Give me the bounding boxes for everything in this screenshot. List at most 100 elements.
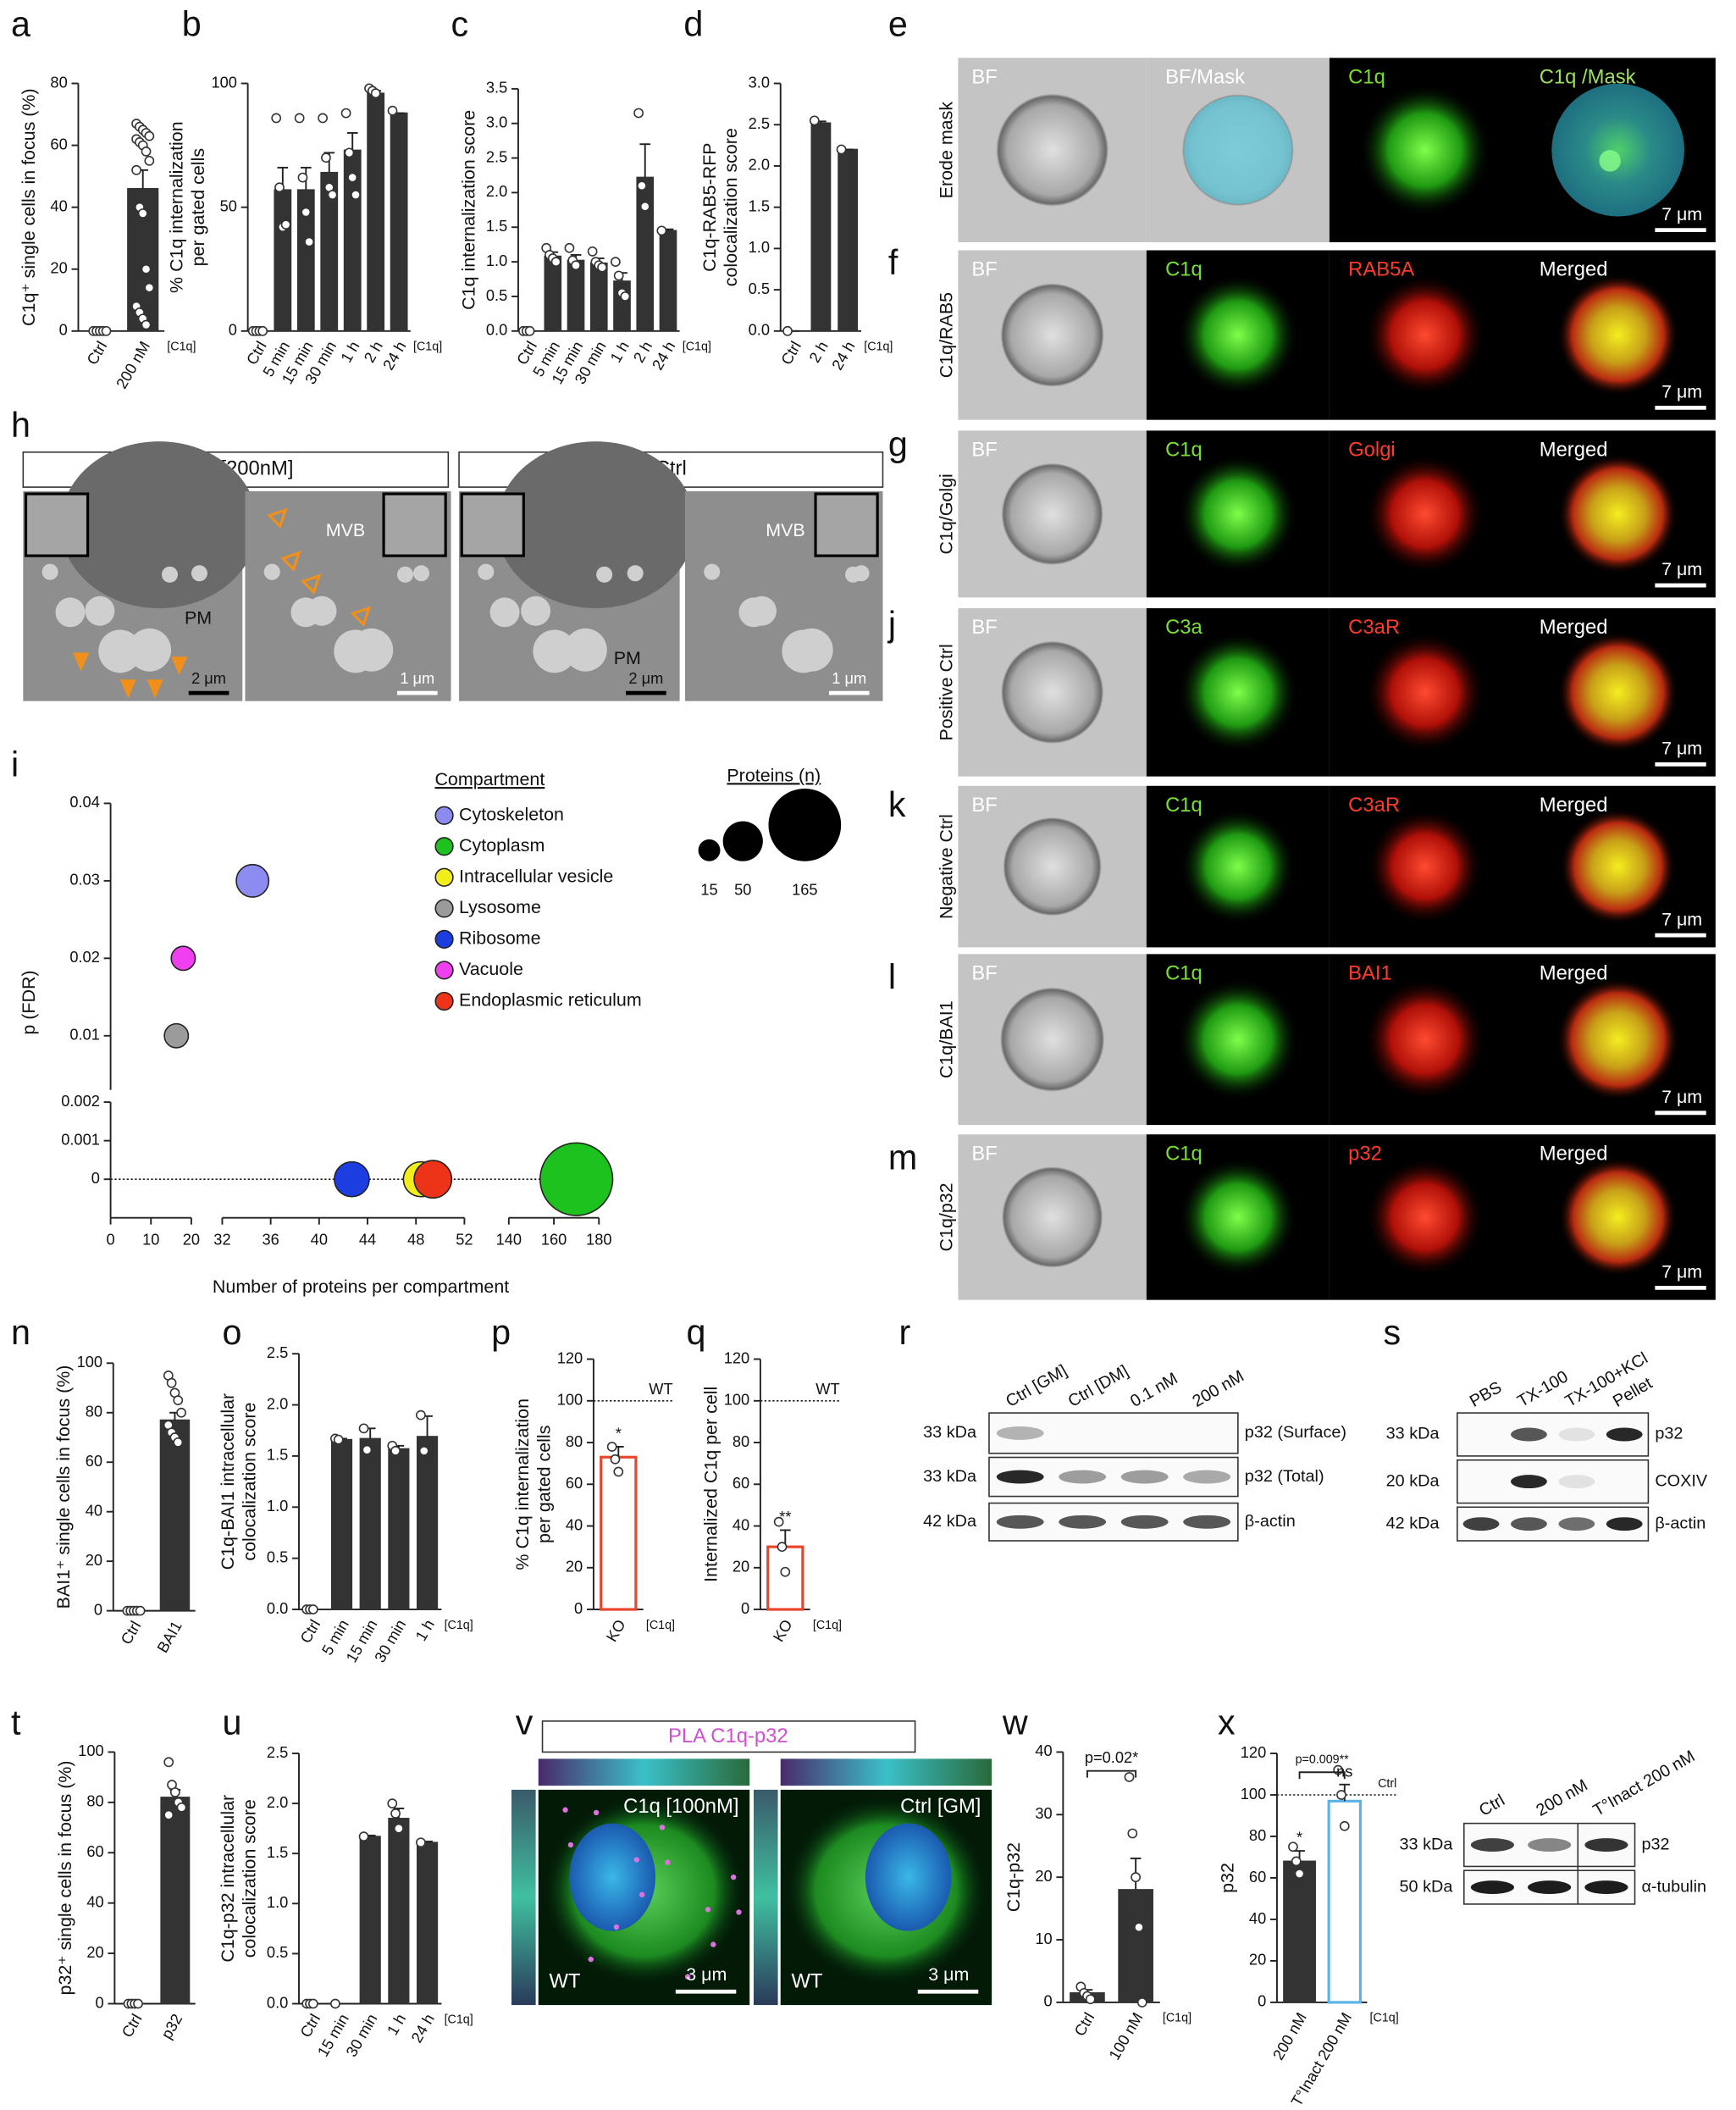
x-tick-label: 20	[183, 1231, 200, 1249]
cell	[996, 93, 1109, 207]
mask	[1184, 96, 1292, 204]
data-point	[564, 242, 575, 253]
data-point	[271, 113, 282, 124]
y-tick-label: 80	[1249, 1826, 1266, 1844]
cell	[1358, 83, 1492, 217]
data-point	[782, 325, 793, 336]
row-label: C1q/RAB5	[936, 292, 956, 378]
x-tick-label: Ctrl	[296, 2011, 323, 2041]
orthogonal-view	[511, 1789, 536, 2006]
vesicle	[478, 563, 495, 580]
y-tick-label: 40	[1035, 1742, 1052, 1759]
kda-label: 20 kDa	[1386, 1471, 1440, 1490]
row-label: C1q/Golgi	[936, 474, 956, 554]
x-tick-label: 1 h	[412, 1616, 438, 1643]
cell	[1001, 1166, 1103, 1268]
y-tick-label: 0.03	[69, 871, 100, 889]
data-point	[390, 1446, 401, 1456]
x-tick-label: 200 nM	[1269, 2009, 1310, 2063]
panel-letter: i	[11, 745, 19, 784]
em-label: PM	[185, 607, 212, 628]
arrowhead-open	[279, 551, 301, 572]
bracket	[1086, 1769, 1137, 1778]
data-point	[173, 1437, 184, 1448]
bubble	[170, 945, 196, 972]
x-tick-label: KO	[602, 1616, 628, 1644]
legend-swatch	[434, 837, 454, 856]
channel-label: Merged	[1540, 794, 1608, 817]
cell	[1365, 1157, 1485, 1277]
channel-label: C1q	[1165, 438, 1202, 461]
x-tick-label: Ctrl	[1070, 2009, 1097, 2039]
data-point	[176, 1802, 187, 1813]
data-point	[330, 1998, 340, 2009]
vesicle	[55, 597, 86, 628]
nucleus	[496, 441, 695, 609]
data-point	[351, 190, 361, 200]
panel-letter: w	[1002, 1703, 1028, 1742]
bar	[416, 1436, 439, 1610]
y-axis-label: colocalization score	[239, 1799, 259, 1958]
x-tick-label: 200 nM	[113, 338, 154, 391]
y-tick-label: 60	[86, 1452, 102, 1470]
cell	[1556, 977, 1680, 1101]
legend-title: Compartment	[434, 769, 545, 789]
size-legend-label: 165	[792, 881, 817, 899]
data-point	[611, 257, 621, 267]
y-axis-label: C1q-p32 intracellular	[218, 1795, 238, 1963]
channel-label: C1q	[1165, 794, 1202, 817]
x-tick-label: 32	[213, 1231, 230, 1249]
panel-letter: p	[491, 1313, 511, 1352]
y-tick-label: 20	[86, 1551, 102, 1569]
y-tick-label: 1.5	[486, 217, 507, 235]
y-tick-label: 2.5	[749, 114, 770, 132]
vesicle	[844, 566, 862, 583]
y-axis-label: p (FDR)	[19, 970, 39, 1034]
y-tick-label: 0	[59, 321, 68, 339]
y-tick-label: 3.0	[749, 73, 770, 91]
annotation: **	[779, 1508, 791, 1526]
legend-swatch	[434, 806, 454, 825]
data-point	[144, 155, 155, 166]
lane-label: 0.1 nM	[1127, 1369, 1181, 1410]
panel-letter: c	[451, 5, 469, 44]
y-tick-label: 0	[95, 1993, 103, 2011]
y-axis-label: BAI1⁺ single cells in focus (%)	[53, 1365, 74, 1609]
bar	[810, 122, 832, 332]
bar	[359, 1437, 381, 1610]
lane-label: Ctrl [GM]	[1003, 1361, 1070, 1411]
scale-bar-label: 3 μm	[928, 1964, 969, 1985]
data-point	[550, 257, 561, 267]
arrowhead-open	[300, 573, 322, 595]
y-tick-label: 1.5	[267, 1843, 288, 1861]
x-tick-label: 52	[456, 1231, 473, 1249]
panel-letter: j	[887, 605, 896, 644]
cell	[1364, 631, 1486, 753]
data-point	[780, 1566, 791, 1577]
y-tick-label: 20	[1249, 1951, 1266, 1969]
data-point	[274, 182, 285, 193]
vesicle	[161, 566, 179, 583]
size-legend-label: 50	[734, 881, 751, 899]
data-point	[418, 1446, 429, 1456]
data-point	[133, 1998, 143, 2009]
blot-strip	[988, 1412, 1239, 1454]
vesicle	[41, 563, 58, 580]
pla-dot	[588, 1956, 594, 1963]
inset	[460, 492, 525, 557]
lane-label: PBS	[1467, 1378, 1505, 1411]
blot-band	[1462, 1517, 1500, 1531]
pla-dot	[659, 1825, 666, 1830]
data-point	[1288, 1841, 1298, 1852]
y-tick-label: 20	[50, 259, 67, 277]
y-axis-label: % C1q internalization	[512, 1398, 533, 1570]
y-tick-label: 80	[733, 1432, 749, 1450]
y-axis-label: Internalized C1q per cell	[700, 1387, 721, 1582]
panel-letter: b	[182, 5, 202, 44]
inset	[814, 492, 879, 557]
panel-letter: u	[222, 1703, 241, 1742]
blot-band	[1584, 1838, 1628, 1852]
data-point	[387, 1798, 398, 1808]
bar	[766, 1545, 804, 1611]
